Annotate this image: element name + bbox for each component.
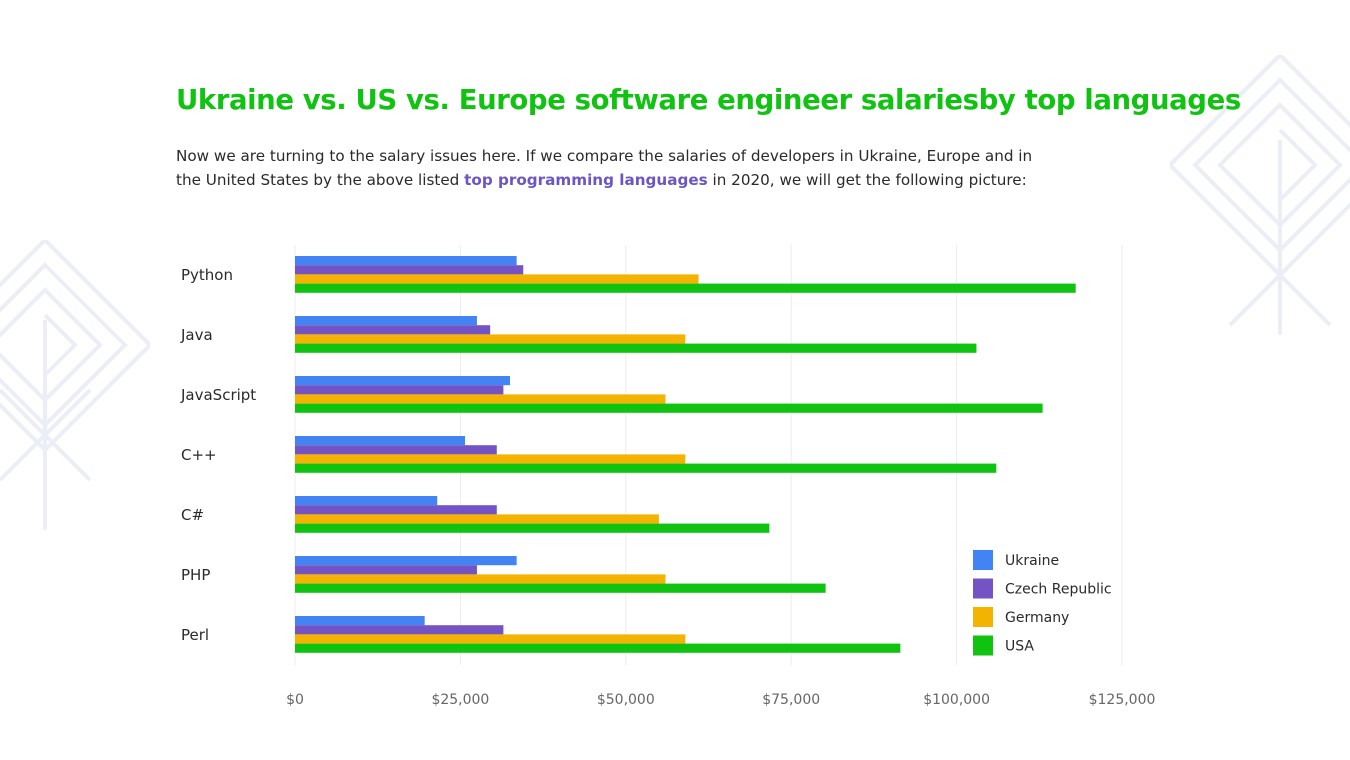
bar-java-usa (295, 343, 977, 353)
legend-swatch-czech-republic (973, 578, 993, 599)
bar-php-germany (295, 574, 666, 584)
bar-perl-usa (295, 643, 901, 653)
bar-javascript-ukraine (295, 376, 511, 386)
bar-csharp-czech-republic (295, 505, 497, 515)
page-title: Ukraine vs. US vs. Europe software engin… (176, 84, 1241, 116)
intro-paragraph: Now we are turning to the salary issues … (176, 144, 1056, 192)
x-tick-label: $25,000 (431, 692, 489, 708)
bar-group-javascript (295, 376, 1043, 413)
bar-group-php (295, 556, 826, 593)
category-label: Java (180, 326, 213, 344)
x-tick-label: $100,000 (923, 692, 990, 708)
bar-cpp-usa (295, 463, 997, 473)
category-label: JavaScript (180, 386, 256, 404)
x-tick-label: $0 (286, 692, 304, 708)
bar-javascript-czech-republic (295, 385, 504, 395)
x-tick-label: $50,000 (597, 692, 655, 708)
legend-label: USA (1005, 639, 1034, 655)
bar-csharp-ukraine (295, 496, 438, 506)
x-tick-label: $125,000 (1089, 692, 1156, 708)
legend-swatch-ukraine (973, 550, 993, 570)
category-labels: Python Java JavaScript C++ C# PHP Perl (180, 266, 256, 644)
bar-python-czech-republic (295, 265, 524, 275)
bar-python-germany (295, 274, 699, 284)
bar-php-czech-republic (295, 565, 477, 575)
legend-swatch-germany (973, 607, 993, 627)
bar-csharp-usa (295, 523, 770, 533)
legend-label: Germany (1005, 610, 1069, 626)
intro-text-start: Now we are turning to the salary issues … (176, 147, 1033, 189)
x-tick-label: $75,000 (762, 692, 820, 708)
bar-javascript-germany (295, 394, 666, 404)
bar-javascript-usa (295, 403, 1043, 413)
category-label: PHP (181, 566, 210, 584)
bar-group-csharp (295, 496, 770, 533)
bar-perl-czech-republic (295, 625, 504, 635)
bar-group-java (295, 316, 977, 353)
x-axis-ticks: $0 $25,000 $50,000 $75,000 $100,000 $125,000 (286, 692, 1155, 708)
category-label: C# (181, 506, 204, 524)
bar-cpp-ukraine (295, 436, 466, 446)
bar-python-usa (295, 283, 1076, 293)
bar-perl-germany (295, 634, 686, 644)
category-label: Python (181, 266, 233, 284)
bar-java-ukraine (295, 316, 477, 326)
legend-label: Ukraine (1005, 553, 1059, 569)
bar-python-ukraine (295, 256, 517, 266)
top-languages-link[interactable]: top programming languages (464, 171, 708, 189)
bar-cpp-germany (295, 454, 686, 464)
legend-swatch-usa (973, 635, 993, 656)
bar-php-usa (295, 583, 826, 593)
bar-cpp-czech-republic (295, 445, 497, 455)
bar-java-czech-republic (295, 325, 491, 335)
category-label: Perl (181, 626, 209, 644)
intro-text-end: in 2020, we will get the following pictu… (707, 171, 1027, 189)
bar-group-python (295, 256, 1076, 293)
bar-group-perl (295, 616, 901, 653)
legend: Ukraine Czech Republic Germany USA (973, 550, 1112, 656)
bar-group-cpp (295, 436, 997, 473)
bar-php-ukraine (295, 556, 517, 566)
bar-perl-ukraine (295, 616, 425, 626)
bars (295, 256, 1076, 653)
legend-label: Czech Republic (1005, 582, 1112, 598)
bar-csharp-germany (295, 514, 659, 524)
category-label: C++ (181, 446, 217, 464)
bar-java-germany (295, 334, 686, 344)
